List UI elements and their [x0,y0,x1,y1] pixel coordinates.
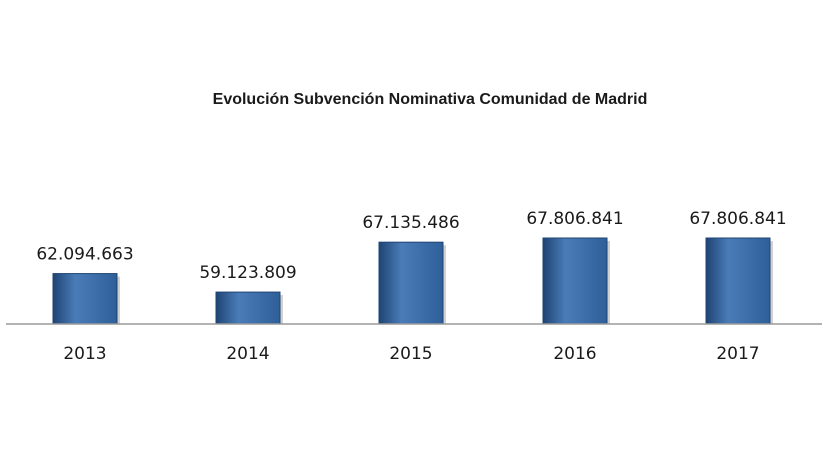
bar-2017 [705,237,771,325]
labels-layer: 62.094.663 59.123.809 67.135.486 67.806.841… [36,209,786,283]
ticks-layer: 2013 2014 2015 2016 2017 [63,344,759,364]
x-tick-label-2014: 2014 [226,344,269,364]
chart-title: Evolución Subvención Nominativa Comunida… [212,91,648,108]
data-label-2015: 67.135.486 [362,213,459,233]
bar-2015 [378,241,444,325]
bar-2013 [52,273,118,325]
bar-2016 [542,237,608,325]
bars-layer [52,237,773,325]
data-label-2017: 67.806.841 [689,209,786,229]
x-tick-label-2016: 2016 [553,344,596,364]
data-label-2013: 62.094.663 [36,245,133,265]
x-tick-label-2015: 2015 [389,344,432,364]
bar-2014 [215,291,281,325]
x-tick-label-2013: 2013 [63,344,106,364]
data-label-2016: 67.806.841 [526,209,623,229]
x-tick-label-2017: 2017 [716,344,759,364]
data-label-2014: 59.123.809 [199,263,296,283]
